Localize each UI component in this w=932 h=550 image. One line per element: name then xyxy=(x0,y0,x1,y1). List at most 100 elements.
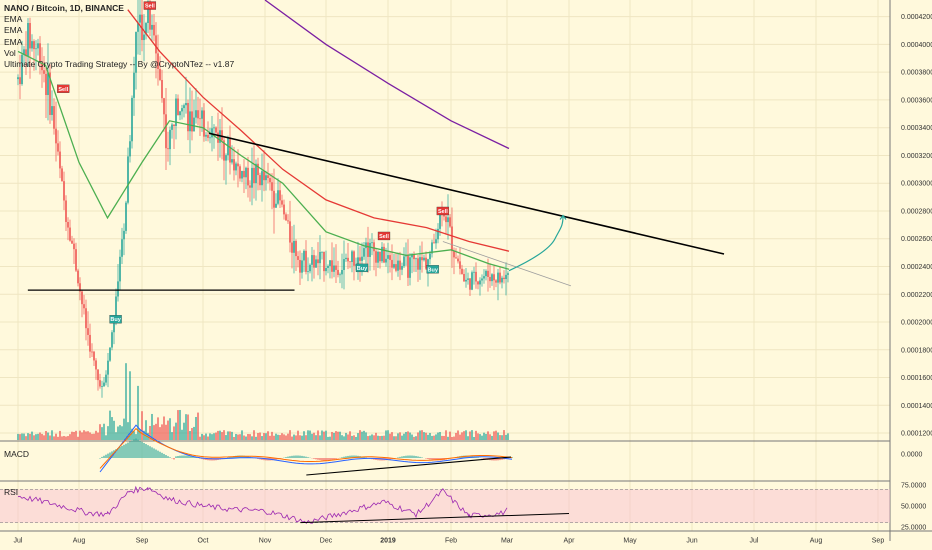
macd-histogram-bar xyxy=(413,455,415,458)
candle-body xyxy=(65,200,67,222)
candle-body xyxy=(259,175,261,186)
candle-body xyxy=(159,68,161,80)
volume-bar xyxy=(335,431,337,440)
volume-bar xyxy=(319,435,321,440)
volume-bar xyxy=(165,424,167,440)
signal-sell-label: Sell xyxy=(379,234,389,240)
volume-bar xyxy=(451,436,453,440)
candle-body xyxy=(335,265,337,270)
volume-bar xyxy=(489,434,491,440)
candle-body xyxy=(247,167,249,186)
volume-bar xyxy=(239,434,241,440)
macd-histogram-bar xyxy=(477,457,479,458)
volume-bar xyxy=(325,430,327,440)
candle-body xyxy=(419,257,421,270)
macd-histogram-bar xyxy=(305,456,307,458)
volume-bar xyxy=(159,427,161,440)
candle-body xyxy=(275,203,277,208)
macd-histogram-bar xyxy=(157,450,159,458)
volume-bar xyxy=(411,434,413,440)
candle-body xyxy=(207,134,209,138)
volume-bar xyxy=(293,434,295,440)
signal-sell-label: Sell xyxy=(145,4,155,10)
macd-histogram-bar xyxy=(153,448,155,458)
candle-body xyxy=(261,171,263,186)
volume-bar xyxy=(41,433,43,440)
volume-bar xyxy=(311,433,313,440)
volume-bar xyxy=(485,433,487,440)
candle-body xyxy=(333,265,335,272)
macd-signal-line xyxy=(99,427,513,469)
candle-body xyxy=(101,386,103,387)
candle-body xyxy=(173,124,175,127)
volume-bar xyxy=(419,430,421,440)
volume-bar xyxy=(79,430,81,440)
volume-bar xyxy=(19,434,21,440)
candle-body xyxy=(81,291,83,305)
volume-bar xyxy=(391,432,393,440)
macd-histogram-bar xyxy=(405,455,407,458)
candle-body xyxy=(271,182,273,191)
macd-histogram-bar xyxy=(403,456,405,458)
macd-histogram-bar xyxy=(243,455,245,458)
volume-bar xyxy=(53,436,55,440)
signal-buy-label: Buy xyxy=(357,266,368,272)
macd-histogram-bar xyxy=(131,440,133,458)
macd-histogram-bar xyxy=(287,456,289,458)
time-tick-label: Nov xyxy=(259,538,272,545)
candle-body xyxy=(267,175,269,179)
macd-histogram-bar xyxy=(193,456,195,458)
volume-bar xyxy=(261,436,263,440)
time-tick-label: Apr xyxy=(564,538,576,545)
candle-body xyxy=(385,258,387,263)
macd-histogram-bar xyxy=(397,457,399,458)
volume-bar xyxy=(329,436,331,440)
macd-histogram-bar xyxy=(495,458,497,461)
volume-bar xyxy=(377,435,379,440)
macd-histogram-bar xyxy=(209,458,211,461)
candle-body xyxy=(315,259,317,268)
macd-histogram-bar xyxy=(121,445,123,458)
volume-bar xyxy=(113,420,115,440)
candle-body xyxy=(123,230,125,240)
volume-bar xyxy=(363,430,365,440)
macd-histogram-bar xyxy=(387,458,389,460)
macd-histogram-bar xyxy=(195,457,197,458)
volume-bar xyxy=(291,436,293,440)
volume-bar xyxy=(387,430,389,440)
candle-body xyxy=(421,257,423,261)
candle-body xyxy=(325,267,327,272)
volume-bar xyxy=(83,430,85,440)
candle-body xyxy=(293,240,295,253)
macd-histogram-bar xyxy=(285,457,287,458)
signal-sell-marker xyxy=(143,1,157,10)
macd-histogram-bar xyxy=(293,455,295,458)
signal-sell-marker xyxy=(436,206,450,216)
candle-body xyxy=(193,117,195,132)
candle-body xyxy=(439,212,441,229)
volume-bar xyxy=(37,433,39,440)
rsi-band xyxy=(0,489,890,523)
candle-body xyxy=(143,34,145,41)
volume-bar xyxy=(111,417,113,440)
candle-body xyxy=(397,260,399,271)
candle-body xyxy=(255,163,257,184)
volume-bar xyxy=(85,431,87,440)
macd-histogram-bar xyxy=(341,457,343,458)
volume-bar xyxy=(77,436,79,440)
time-tick-label: Oct xyxy=(198,538,209,545)
volume-bar xyxy=(333,432,335,440)
volume-bar xyxy=(129,371,131,440)
volume-bar xyxy=(235,433,237,440)
volume-bar xyxy=(75,430,77,440)
signal-sell-marker xyxy=(377,231,391,241)
macd-histogram-bar xyxy=(205,458,207,460)
volume-bar xyxy=(409,432,411,440)
volume-bar xyxy=(463,431,465,440)
volume-bar xyxy=(45,430,47,440)
volume-bar xyxy=(503,430,505,440)
volume-bar xyxy=(295,435,297,440)
volume-bar xyxy=(321,430,323,440)
macd-histogram-bar xyxy=(323,458,325,461)
